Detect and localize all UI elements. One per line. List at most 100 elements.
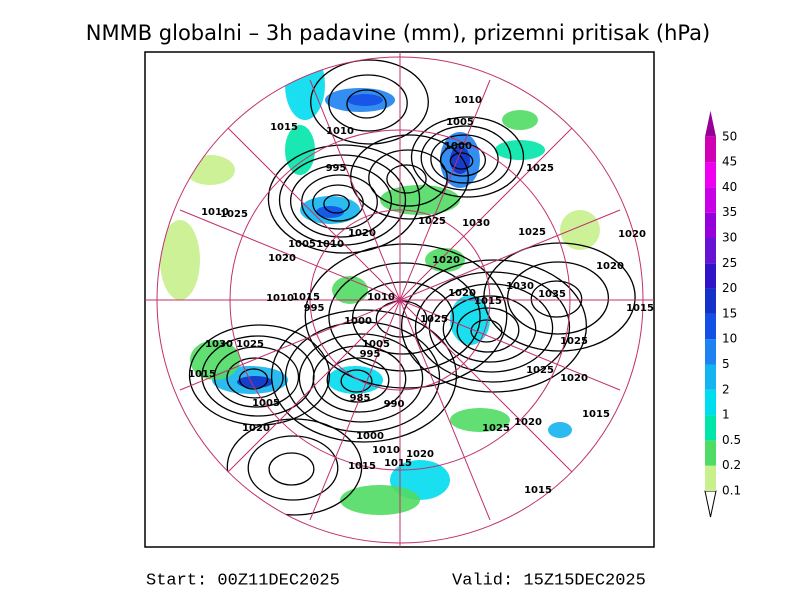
colorbar-segment <box>705 187 716 213</box>
isobar-label: 1015 <box>188 369 216 380</box>
colorbar-segment <box>705 465 716 491</box>
isobar <box>400 259 588 393</box>
isobar-label: 1035 <box>538 289 566 300</box>
colorbar-segment <box>705 238 716 264</box>
isobar-label: 995 <box>304 303 325 314</box>
isobar-label: 995 <box>360 349 381 360</box>
isobar-label: 1020 <box>406 449 434 460</box>
colorbar-segment <box>705 364 716 390</box>
isobar-label: 1025 <box>482 423 510 434</box>
isobar-label: 1020 <box>432 255 460 266</box>
colorbar-label: 25 <box>722 256 737 270</box>
isobar <box>268 452 315 486</box>
isobar <box>439 143 487 177</box>
isobar-label: 1015 <box>270 122 298 133</box>
colorbar-label: 10 <box>722 332 737 346</box>
isobar-label: 1025 <box>518 227 546 238</box>
isobar-label: 1020 <box>618 229 646 240</box>
precip-area <box>347 94 383 106</box>
isobar-label: 1010 <box>266 293 294 304</box>
precip-area <box>160 220 200 300</box>
colorbar-segment <box>705 263 716 289</box>
isobar-label: 1025 <box>418 216 446 227</box>
colorbar-segment <box>705 288 716 314</box>
isobar-label: 1030 <box>506 281 534 292</box>
isobar-label: 1005 <box>362 339 390 350</box>
isobar-label: 1020 <box>596 261 624 272</box>
isobar <box>351 281 455 355</box>
colorbar-segment <box>705 212 716 238</box>
isobar-label: 1010 <box>201 207 229 218</box>
colorbar-label: 5 <box>722 357 730 371</box>
isobar <box>428 283 554 373</box>
isobar-label: 1030 <box>205 339 233 350</box>
isobar-label: 1015 <box>348 461 376 472</box>
isobar-label: 1010 <box>372 445 400 456</box>
isobar <box>310 59 429 145</box>
isobar <box>304 243 508 389</box>
isobar-label: 1000 <box>356 431 384 442</box>
isobar-label: 995 <box>326 163 347 174</box>
isobar-label: 1025 <box>236 339 264 350</box>
isobar-label: 1020 <box>560 373 588 384</box>
isobar <box>410 116 525 198</box>
isobar <box>350 134 469 220</box>
title: NMMB globalni – 3h padavine (mm), prizem… <box>86 21 710 45</box>
colorbar-label: 20 <box>722 281 737 295</box>
precip-area <box>560 210 600 250</box>
colorbar-tail <box>704 490 717 518</box>
graticule <box>145 52 654 547</box>
colorbar-label: 2 <box>722 382 730 396</box>
start-time: Start: 00Z11DEC2025 <box>146 571 340 590</box>
colorbar-label: 1 <box>722 408 730 422</box>
isobar-label: 985 <box>350 393 371 404</box>
isobar <box>368 149 448 207</box>
precip-area <box>450 408 510 432</box>
isobar-label: 1015 <box>582 409 610 420</box>
isobar-label: 1010 <box>454 95 482 106</box>
colorbar-segment <box>705 313 716 340</box>
isobar-label: 1015 <box>626 303 654 314</box>
colorbar-segment <box>705 389 716 416</box>
isobar-label: 1025 <box>420 314 448 325</box>
isobar-label: 1005 <box>288 239 316 250</box>
colorbar-label: 30 <box>722 231 737 245</box>
valid-time: Valid: 15Z15DEC2025 <box>452 571 646 590</box>
isobar-label: 1020 <box>448 288 476 299</box>
isobar <box>247 435 339 501</box>
isobar <box>530 280 583 318</box>
colorbar-label: 15 <box>722 306 737 320</box>
isobar <box>278 154 407 246</box>
isobar-label: 1005 <box>252 398 280 409</box>
colorbar-segment <box>705 162 716 188</box>
colorbar-top <box>705 110 716 137</box>
isobar <box>226 357 284 399</box>
isobar-label: 1000 <box>344 316 372 327</box>
colorbar-label: 50 <box>722 129 737 143</box>
isobar-label: 1000 <box>444 141 472 152</box>
colorbar-label: 40 <box>722 180 737 194</box>
isobar-label: 1015 <box>292 292 320 303</box>
isobar <box>298 333 424 423</box>
isobar <box>238 368 269 390</box>
isobar-label: 1015 <box>384 458 412 469</box>
colorbar-segment <box>705 339 716 365</box>
colorbar-label: 0.2 <box>722 458 741 472</box>
isobar-label: 990 <box>384 399 405 410</box>
isobar-label: 1010 <box>326 126 354 137</box>
isobar-label: 1020 <box>348 228 376 239</box>
colorbar-label: 0.5 <box>722 433 741 447</box>
isobar <box>328 262 481 372</box>
colorbar-segment <box>705 415 716 441</box>
isobar-label: 1015 <box>474 296 502 307</box>
isobar-label: 1005 <box>446 117 474 128</box>
isobar <box>470 319 503 343</box>
precip-area <box>548 422 572 438</box>
isobar-label: 1025 <box>560 336 588 347</box>
isobar <box>456 307 520 353</box>
isobar <box>386 164 427 194</box>
isobar <box>340 369 373 393</box>
precip-area <box>285 57 325 120</box>
